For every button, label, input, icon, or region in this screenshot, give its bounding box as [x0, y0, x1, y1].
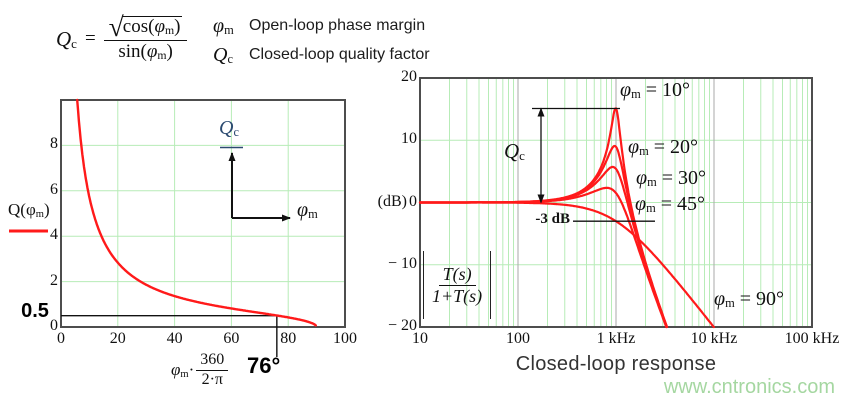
left-chart-xlabel: φm· 360 2·π: [171, 351, 229, 389]
left-y-tick-label: 0: [50, 317, 58, 334]
q-threshold-label: 0.5: [21, 300, 49, 322]
right-y-tick-label: 10: [401, 130, 417, 148]
left-x-tick-label: 40: [166, 330, 183, 347]
left-x-tick-label: 100: [333, 330, 357, 347]
left-chart-ylabel: Q(φm): [8, 200, 50, 220]
right-y-tick-label: 20: [401, 68, 417, 85]
left-y-tick-label: 8: [50, 135, 58, 153]
qc-symbol: Qc: [213, 43, 233, 67]
series-label-phi10: φm = 10°: [620, 79, 690, 102]
inset-phim-axis-label: φm: [297, 199, 318, 222]
right-y-tick-label: − 20: [387, 317, 417, 334]
right-x-tick-label: 100: [506, 330, 530, 347]
right-x-tick-label: 10: [412, 330, 428, 347]
right-x-tick-label: 10 kHz: [690, 330, 738, 347]
qc-arrow-label: Qc: [504, 139, 525, 164]
right-y-tick-label: − 10: [387, 254, 417, 272]
formula-lhs: Qc: [56, 26, 77, 51]
symbol-legend: φm Open-loop phase margin Qc Closed-loop…: [213, 12, 430, 70]
series-label-phi30: φm = 30°: [636, 167, 706, 190]
right-x-tick-label: 100 kHz: [784, 330, 840, 347]
legend-row-quality-factor: Qc Closed-loop quality factor: [213, 41, 430, 70]
legend-row-phase-margin: φm Open-loop phase margin: [213, 12, 430, 41]
right-x-tick-label: 1 kHz: [596, 330, 636, 347]
quality-factor-description: Closed-loop quality factor: [249, 46, 430, 64]
right-chart-title: Closed-loop response: [515, 353, 717, 375]
radical-sign: √: [108, 10, 124, 42]
phase-margin-description: Open-loop phase margin: [249, 17, 426, 35]
qc-formula: Qc = √ cos(φm) sin(φm): [56, 6, 188, 72]
left-y-tick-label: 4: [50, 226, 58, 244]
left-y-tick-label: 2: [50, 271, 58, 289]
left-x-tick-label: 60: [223, 330, 240, 347]
minus-3db-label: -3 dB: [535, 211, 570, 227]
left-x-tick-label: 0: [57, 330, 65, 347]
equals-sign: =: [84, 28, 96, 50]
inset-qc-axis-label: Qc: [219, 117, 239, 140]
series-label-phi90: φm = 90°: [714, 288, 784, 311]
phi-m-symbol: φm: [213, 14, 234, 38]
phi-76deg-label: 76°: [247, 353, 281, 378]
right-chart-ylabel: (dB): [377, 193, 407, 210]
series-label-phi20: φm = 20°: [628, 136, 698, 159]
watermark: www.cntronics.com: [663, 376, 835, 398]
left-x-tick-label: 80: [280, 330, 297, 347]
formula-fraction: √ cos(φm) sin(φm): [103, 10, 188, 62]
left-y-tick-label: 6: [50, 180, 58, 198]
series-label-phi45: φm = 45°: [635, 193, 705, 216]
right-y-tick-label: 0: [409, 192, 417, 210]
left-x-tick-label: 20: [109, 330, 126, 347]
transfer-function-label: T(s) 1+T(s): [423, 251, 492, 319]
